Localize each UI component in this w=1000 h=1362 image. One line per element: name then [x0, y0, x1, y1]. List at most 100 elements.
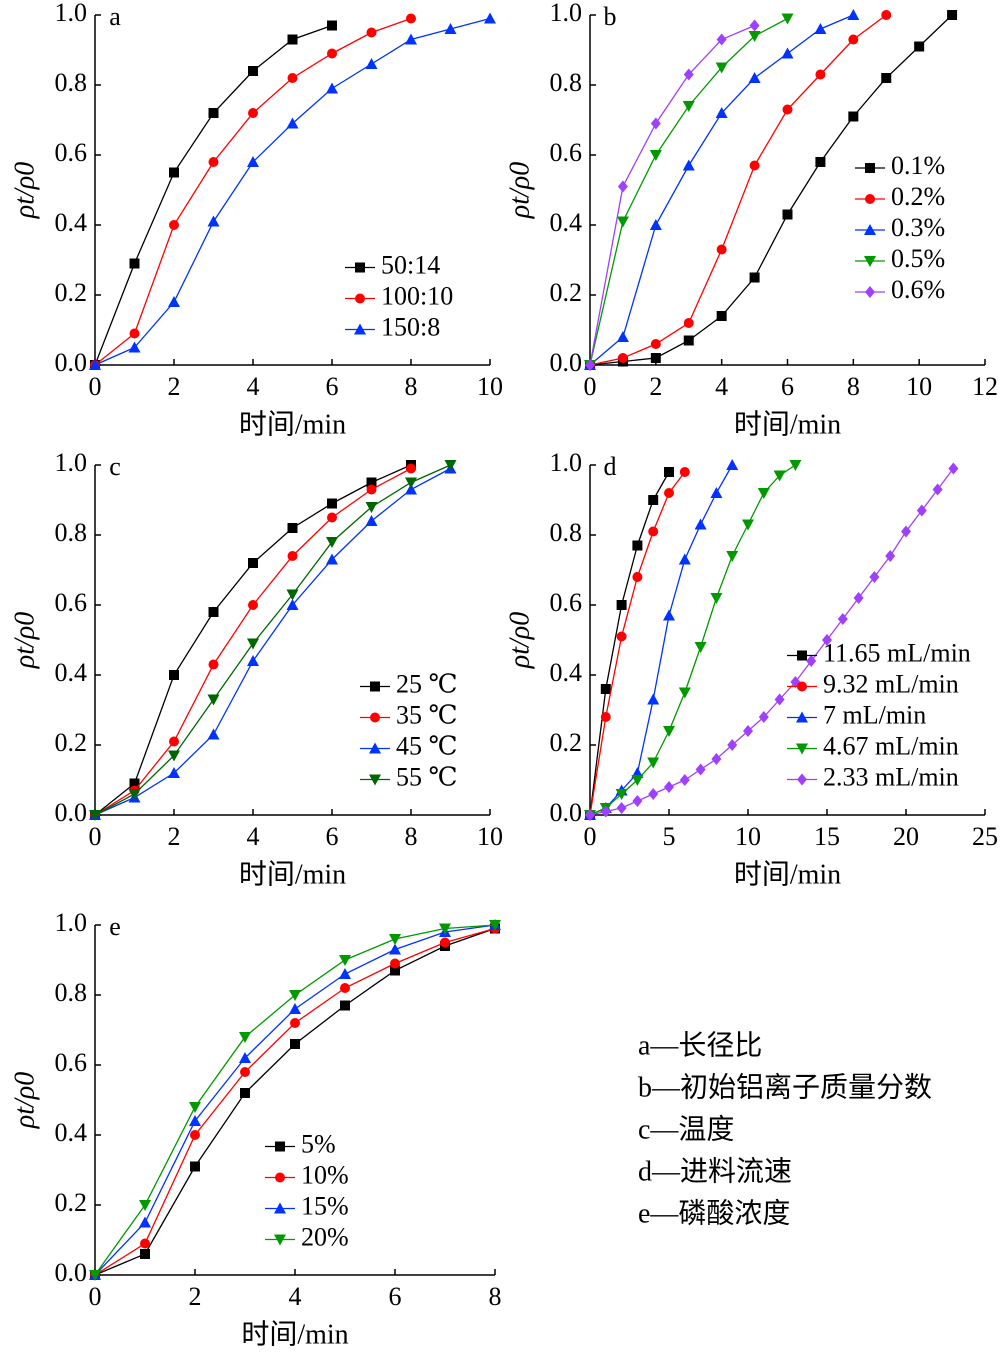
marker — [139, 1216, 151, 1228]
marker — [716, 33, 727, 46]
x-tick-label: 25 — [972, 822, 998, 851]
marker — [632, 795, 643, 807]
marker — [444, 23, 457, 34]
x-tick-label: 6 — [389, 1282, 402, 1311]
legend-label: 100:10 — [381, 281, 453, 310]
legend-label: 0.1% — [891, 151, 945, 180]
marker — [848, 111, 859, 122]
marker — [782, 209, 793, 220]
marker — [796, 711, 808, 723]
x-tick-label: 0 — [584, 822, 597, 851]
marker — [632, 540, 643, 551]
series-line — [94, 467, 451, 816]
y-tick-label: 0.2 — [550, 278, 583, 307]
legend-label: 7 mL/min — [823, 700, 926, 729]
marker — [390, 958, 400, 969]
marker — [207, 728, 220, 740]
y-tick-label: 0.0 — [550, 348, 583, 377]
x-tick-label: 10 — [477, 822, 503, 851]
marker — [781, 13, 794, 25]
marker — [650, 353, 661, 363]
marker — [916, 504, 927, 517]
panel-label: e — [109, 912, 121, 941]
marker — [287, 523, 298, 533]
marker — [168, 296, 180, 307]
marker — [648, 495, 659, 505]
marker — [865, 194, 875, 204]
legend-label: 2.33 mL/min — [823, 762, 959, 791]
marker — [864, 224, 876, 235]
series-line — [589, 14, 887, 366]
marker — [711, 753, 722, 765]
marker — [275, 1141, 285, 1152]
x-tick-label: 10 — [477, 372, 503, 401]
marker — [169, 670, 179, 680]
y-tick-label: 0.0 — [550, 798, 583, 827]
marker — [405, 483, 417, 495]
marker — [274, 1202, 286, 1214]
marker — [782, 104, 793, 115]
marker — [743, 725, 753, 737]
marker — [865, 286, 875, 298]
series-line — [589, 464, 733, 816]
marker — [682, 159, 695, 171]
marker — [370, 712, 380, 723]
marker — [727, 739, 738, 751]
x-tick-label: 0 — [89, 822, 102, 851]
marker — [748, 31, 761, 42]
marker — [339, 968, 351, 979]
marker — [406, 463, 416, 474]
marker — [389, 934, 401, 945]
marker — [327, 512, 337, 523]
y-tick-label: 0.6 — [55, 588, 88, 617]
marker — [274, 1234, 286, 1246]
x-tick-label: 0 — [89, 372, 102, 401]
marker — [694, 642, 707, 653]
marker — [650, 339, 661, 349]
marker — [208, 659, 219, 670]
marker — [914, 41, 925, 52]
x-tick-label: 2 — [168, 372, 181, 401]
y-axis-label: ρt/ρ0 — [504, 612, 535, 669]
x-tick-label: 8 — [489, 1282, 502, 1311]
x-tick-label: 20 — [893, 822, 919, 851]
x-axis-label: 时间/min — [734, 858, 841, 890]
marker — [189, 1102, 201, 1113]
legend-label: 45 ℃ — [396, 731, 458, 760]
x-tick-label: 6 — [326, 372, 339, 401]
legend-label: 5% — [301, 1129, 336, 1158]
y-tick-label: 0.8 — [55, 518, 88, 547]
marker — [326, 553, 338, 565]
x-tick-label: 5 — [663, 822, 676, 851]
x-tick-label: 6 — [781, 372, 794, 401]
marker — [806, 655, 817, 667]
marker — [710, 593, 723, 604]
marker — [678, 553, 691, 565]
x-tick-label: 10 — [735, 822, 761, 851]
marker — [885, 550, 896, 562]
marker — [247, 638, 259, 650]
marker — [901, 525, 911, 538]
marker — [327, 498, 337, 509]
marker — [663, 726, 675, 737]
marker — [649, 219, 662, 230]
marker — [289, 990, 301, 1001]
marker — [616, 331, 629, 342]
marker — [366, 27, 377, 38]
marker — [647, 757, 660, 769]
marker — [340, 1000, 350, 1011]
marker — [683, 68, 694, 81]
marker — [865, 163, 875, 173]
y-tick-label: 0.0 — [55, 1258, 88, 1287]
series-line — [589, 14, 953, 366]
marker — [405, 477, 417, 489]
marker — [683, 335, 694, 346]
marker — [815, 69, 826, 80]
marker — [326, 537, 338, 548]
marker — [648, 788, 659, 800]
marker — [679, 774, 690, 786]
legend-label: 150:8 — [381, 312, 440, 341]
legend-label: 25 ℃ — [396, 669, 458, 698]
marker — [290, 1018, 300, 1028]
marker — [749, 272, 760, 283]
